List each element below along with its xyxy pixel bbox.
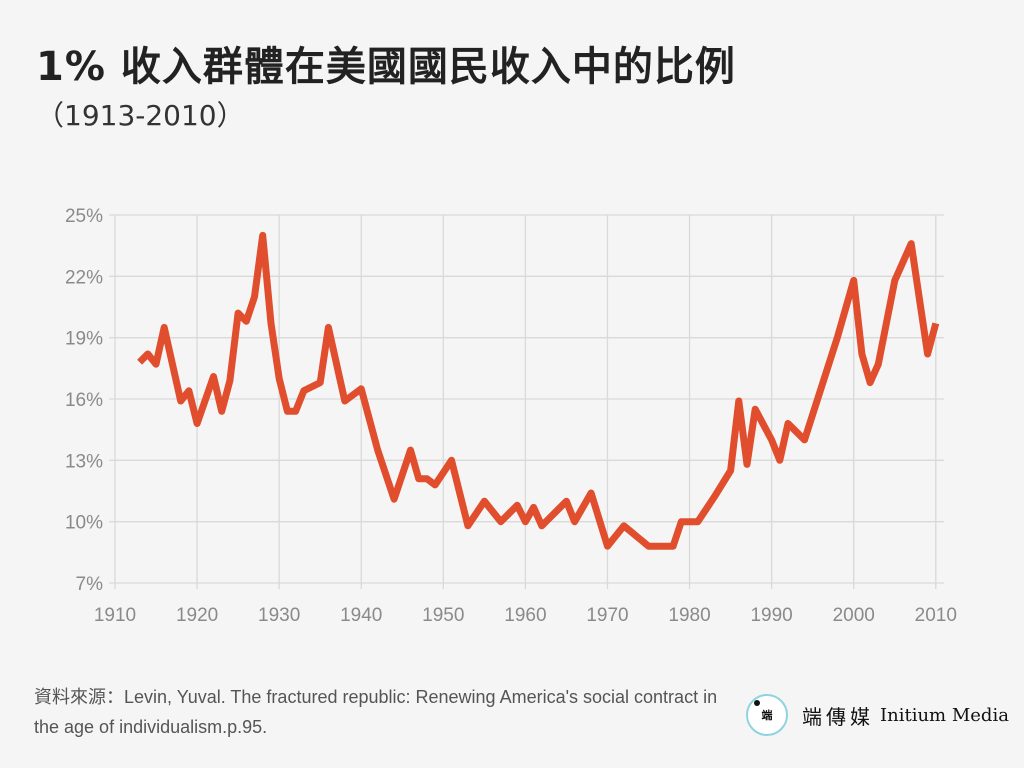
data-point: [858, 351, 865, 358]
logo-chinese-name: 端傳媒: [802, 704, 874, 729]
data-point: [325, 324, 332, 331]
data-point: [235, 310, 242, 317]
x-axis-ticks: 1910 1920 1930 1940 1950 1960 1970 1980 1990 2000…: [94, 605, 957, 626]
data-point: [522, 518, 529, 525]
data-point: [161, 324, 168, 331]
data-point: [932, 320, 939, 327]
data-point: [136, 359, 143, 366]
data-point: [752, 406, 759, 413]
data-point: [867, 379, 874, 386]
data-point: [785, 420, 792, 427]
x-tick-label: 1920: [176, 605, 218, 626]
initium-logo[interactable]: 端 端傳媒 Initium Media: [746, 694, 1009, 736]
data-point: [391, 496, 398, 503]
y-axis-ticks: 7% 10% 13% 16% 19% 22% 25%: [65, 206, 103, 595]
data-point: [850, 277, 857, 284]
y-tick-label: 7%: [76, 574, 104, 595]
data-point: [292, 408, 299, 415]
x-tick-label: 2000: [833, 605, 875, 626]
data-point: [218, 408, 225, 415]
data-point: [194, 420, 201, 427]
data-point: [744, 461, 751, 468]
data-point: [891, 277, 898, 284]
y-tick-label: 10%: [65, 513, 103, 534]
series-line: [137, 231, 940, 550]
data-point: [481, 498, 488, 505]
y-tick-label: 19%: [65, 329, 103, 350]
data-point: [538, 522, 545, 529]
data-point: [407, 447, 414, 454]
data-point: [497, 518, 504, 525]
data-point: [571, 518, 578, 525]
data-point: [604, 543, 611, 550]
y-tick-label: 25%: [65, 206, 103, 227]
data-point: [514, 502, 521, 509]
data-point: [735, 398, 742, 405]
x-tick-label: 1950: [422, 605, 464, 626]
data-point: [645, 543, 652, 550]
data-point: [801, 436, 808, 443]
data-point: [284, 408, 291, 415]
data-point: [817, 385, 824, 392]
data-point: [768, 436, 775, 443]
y-tick-label: 16%: [65, 390, 103, 411]
source-note: 資料來源：Levin, Yuval. The fractured republi…: [34, 687, 718, 737]
series-layer: [136, 231, 940, 550]
data-point: [185, 387, 192, 394]
data-point: [341, 398, 348, 405]
grid-layer: [109, 214, 944, 589]
data-point: [464, 522, 471, 529]
data-point: [300, 387, 307, 394]
data-point: [678, 518, 685, 525]
data-point: [661, 543, 668, 550]
logo-dot-icon: [754, 700, 760, 706]
x-tick-label: 1910: [94, 605, 136, 626]
x-tick-label: 1940: [340, 605, 382, 626]
data-point: [415, 475, 422, 482]
data-point: [530, 504, 537, 511]
data-point: [423, 475, 430, 482]
data-point: [670, 543, 677, 550]
data-point: [563, 498, 570, 505]
data-point: [226, 377, 233, 384]
y-tick-label: 22%: [65, 267, 103, 288]
x-tick-label: 1970: [586, 605, 628, 626]
data-point: [268, 320, 275, 327]
x-tick-label: 2010: [915, 605, 957, 626]
chart-subtitle: （1913-2010）: [36, 99, 245, 132]
data-point: [259, 232, 266, 239]
data-point: [144, 351, 151, 358]
data-point: [875, 361, 882, 368]
data-point: [694, 518, 701, 525]
data-point: [776, 457, 783, 464]
data-point: [251, 293, 258, 300]
data-point: [432, 481, 439, 488]
data-point: [924, 351, 931, 358]
line-chart: 1910 1920 1930 1940 1950 1960 1970 1980 1990 2000…: [65, 206, 957, 626]
logo-mark-text: 端: [761, 709, 773, 722]
data-point: [177, 398, 184, 405]
x-tick-label: 1990: [750, 605, 792, 626]
data-point: [210, 373, 217, 380]
data-point: [358, 385, 365, 392]
y-tick-label: 13%: [65, 451, 103, 472]
data-point: [448, 457, 455, 464]
data-point: [834, 334, 841, 341]
data-point: [374, 447, 381, 454]
logo-mark-icon: 端: [746, 694, 788, 736]
data-point: [620, 522, 627, 529]
x-tick-label: 1960: [504, 605, 546, 626]
x-tick-label: 1930: [258, 605, 300, 626]
data-point: [243, 318, 250, 325]
data-point: [276, 375, 283, 382]
data-point: [908, 240, 915, 247]
x-tick-label: 1980: [668, 605, 710, 626]
data-point: [588, 490, 595, 497]
data-point: [317, 379, 324, 386]
logo-english-name: Initium Media: [880, 704, 1009, 726]
data-point: [727, 467, 734, 474]
chart-title: 1% 收入群體在美國國民收入中的比例: [36, 44, 736, 90]
data-point: [711, 494, 718, 501]
data-point: [153, 361, 160, 368]
